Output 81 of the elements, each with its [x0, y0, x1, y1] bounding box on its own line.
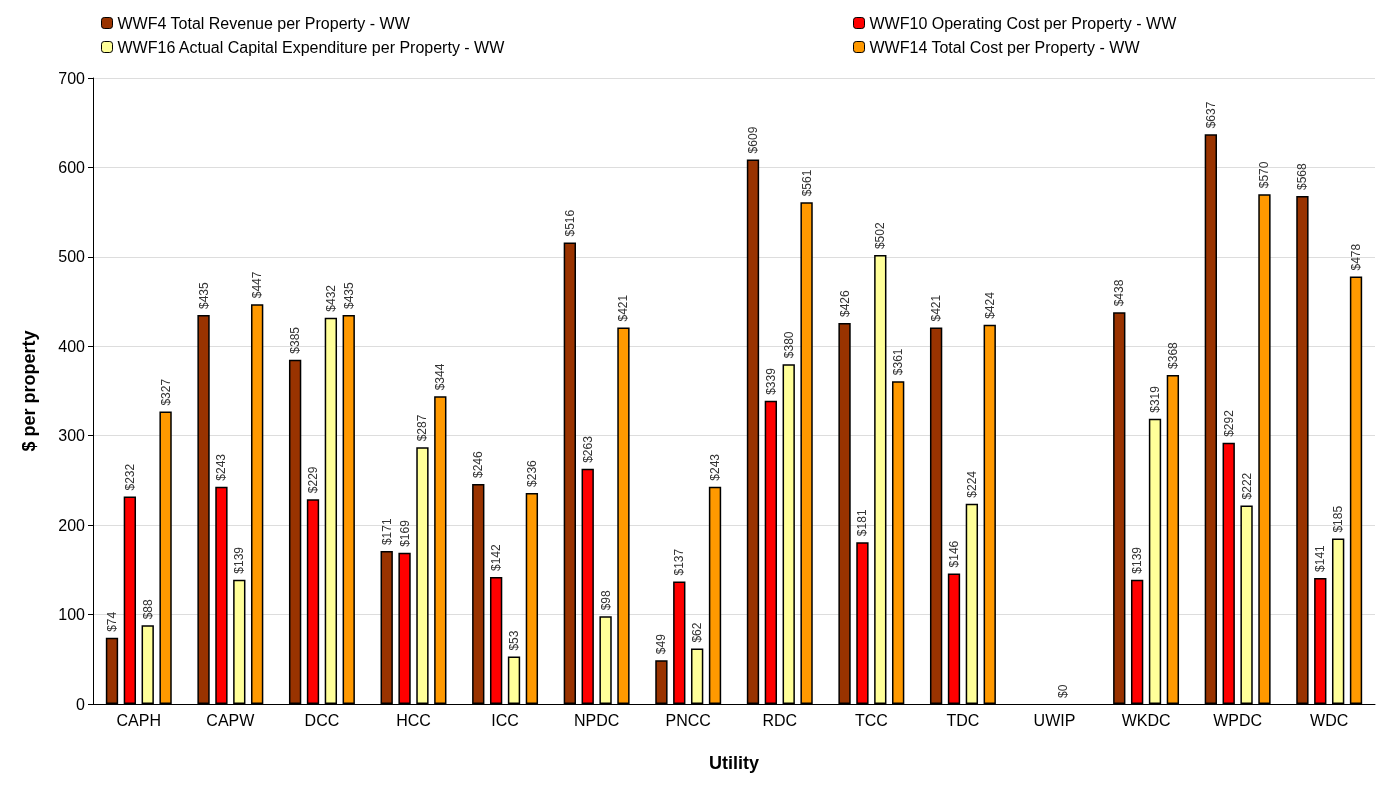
data-label: $385 — [288, 326, 303, 354]
data-label: $344 — [433, 363, 448, 391]
x-tick-label: WKDC — [1121, 711, 1171, 729]
x-tick-label: NPDC — [573, 711, 620, 729]
data-label: $361 — [891, 348, 906, 376]
data-label: $426 — [837, 290, 852, 318]
data-label: $380 — [781, 331, 796, 359]
legend-label: WWF14 Total Cost per Property - WW — [869, 38, 1141, 56]
data-label: $243 — [708, 453, 723, 481]
data-label: $141 — [1313, 544, 1328, 572]
data-label: $502 — [873, 222, 888, 250]
data-label: $319 — [1148, 385, 1163, 413]
legend-label: WWF10 Operating Cost per Property - WW — [869, 14, 1178, 32]
x-tick-label: TDC — [946, 711, 980, 729]
data-label: $570 — [1257, 161, 1272, 189]
x-tick-label: CAPW — [206, 711, 256, 729]
data-label: $232 — [122, 463, 137, 491]
x-tick-label: UWIP — [1033, 711, 1076, 729]
data-label: $53 — [507, 630, 522, 651]
y-tick-label: 500 — [58, 248, 86, 266]
data-label: $222 — [1239, 472, 1254, 500]
data-label: $139 — [232, 546, 247, 574]
data-label: $292 — [1221, 409, 1236, 437]
x-tick-label: PNCC — [665, 711, 711, 729]
data-label: $568 — [1295, 163, 1310, 191]
data-label: $142 — [489, 543, 504, 572]
data-label: $561 — [799, 169, 814, 197]
data-label: $435 — [341, 281, 356, 309]
y-tick-label: 0 — [76, 695, 86, 713]
data-label: $516 — [562, 209, 577, 237]
x-tick-label: DCC — [304, 711, 340, 729]
data-label: $137 — [672, 548, 687, 576]
x-tick-label: WDC — [1310, 711, 1349, 729]
y-tick-label: 300 — [58, 427, 86, 445]
y-axis-title: $ per property — [19, 330, 39, 452]
data-label: $421 — [616, 294, 631, 322]
y-tick-label: 600 — [58, 158, 86, 176]
y-tick-label: 100 — [58, 606, 86, 624]
x-axis-title: Utility — [708, 753, 760, 773]
x-tick-label: RDC — [762, 711, 798, 729]
data-label: $339 — [763, 367, 778, 395]
x-tick-label: CAPH — [116, 711, 162, 729]
data-label: $435 — [196, 281, 211, 309]
data-label: $263 — [580, 435, 595, 463]
data-label: $139 — [1130, 546, 1145, 574]
data-label: $229 — [305, 466, 320, 494]
data-label: $447 — [250, 271, 265, 299]
data-label: $88 — [140, 598, 155, 620]
legend-label: WWF16 Actual Capital Expenditure per Property - WW — [117, 38, 506, 56]
data-label: $421 — [929, 294, 944, 322]
data-label: $438 — [1112, 279, 1127, 307]
data-label: $169 — [397, 519, 412, 547]
data-label: $287 — [415, 414, 430, 442]
data-label: $478 — [1349, 243, 1364, 271]
data-label: $637 — [1203, 101, 1218, 129]
x-tick-label: HCC — [396, 711, 431, 729]
data-label: $609 — [745, 126, 760, 154]
data-label: $327 — [158, 378, 173, 406]
data-label: $424 — [982, 291, 997, 319]
x-tick-label: ICC — [491, 711, 519, 729]
data-label: $146 — [946, 540, 961, 568]
data-label: $243 — [214, 453, 229, 481]
y-tick-label: 700 — [58, 69, 86, 87]
legend-label: WWF4 Total Revenue per Property - WW — [117, 14, 411, 32]
y-tick-label: 400 — [58, 337, 86, 355]
x-tick-label: WPDC — [1213, 711, 1263, 729]
data-label: $62 — [690, 622, 705, 643]
data-label: $49 — [654, 633, 669, 655]
data-label: $432 — [323, 284, 338, 312]
data-label: $98 — [598, 590, 613, 611]
data-label: $368 — [1165, 341, 1180, 369]
data-label: $246 — [471, 450, 486, 479]
data-label: $236 — [524, 459, 539, 487]
data-label: $171 — [379, 518, 394, 546]
x-tick-label: TCC — [854, 711, 888, 729]
data-label: $74 — [104, 611, 119, 632]
data-label: $224 — [964, 470, 979, 498]
data-label: $185 — [1331, 505, 1346, 533]
y-tick-label: 200 — [58, 516, 86, 534]
data-label: $181 — [855, 509, 870, 537]
data-label: $0 — [1056, 684, 1071, 698]
